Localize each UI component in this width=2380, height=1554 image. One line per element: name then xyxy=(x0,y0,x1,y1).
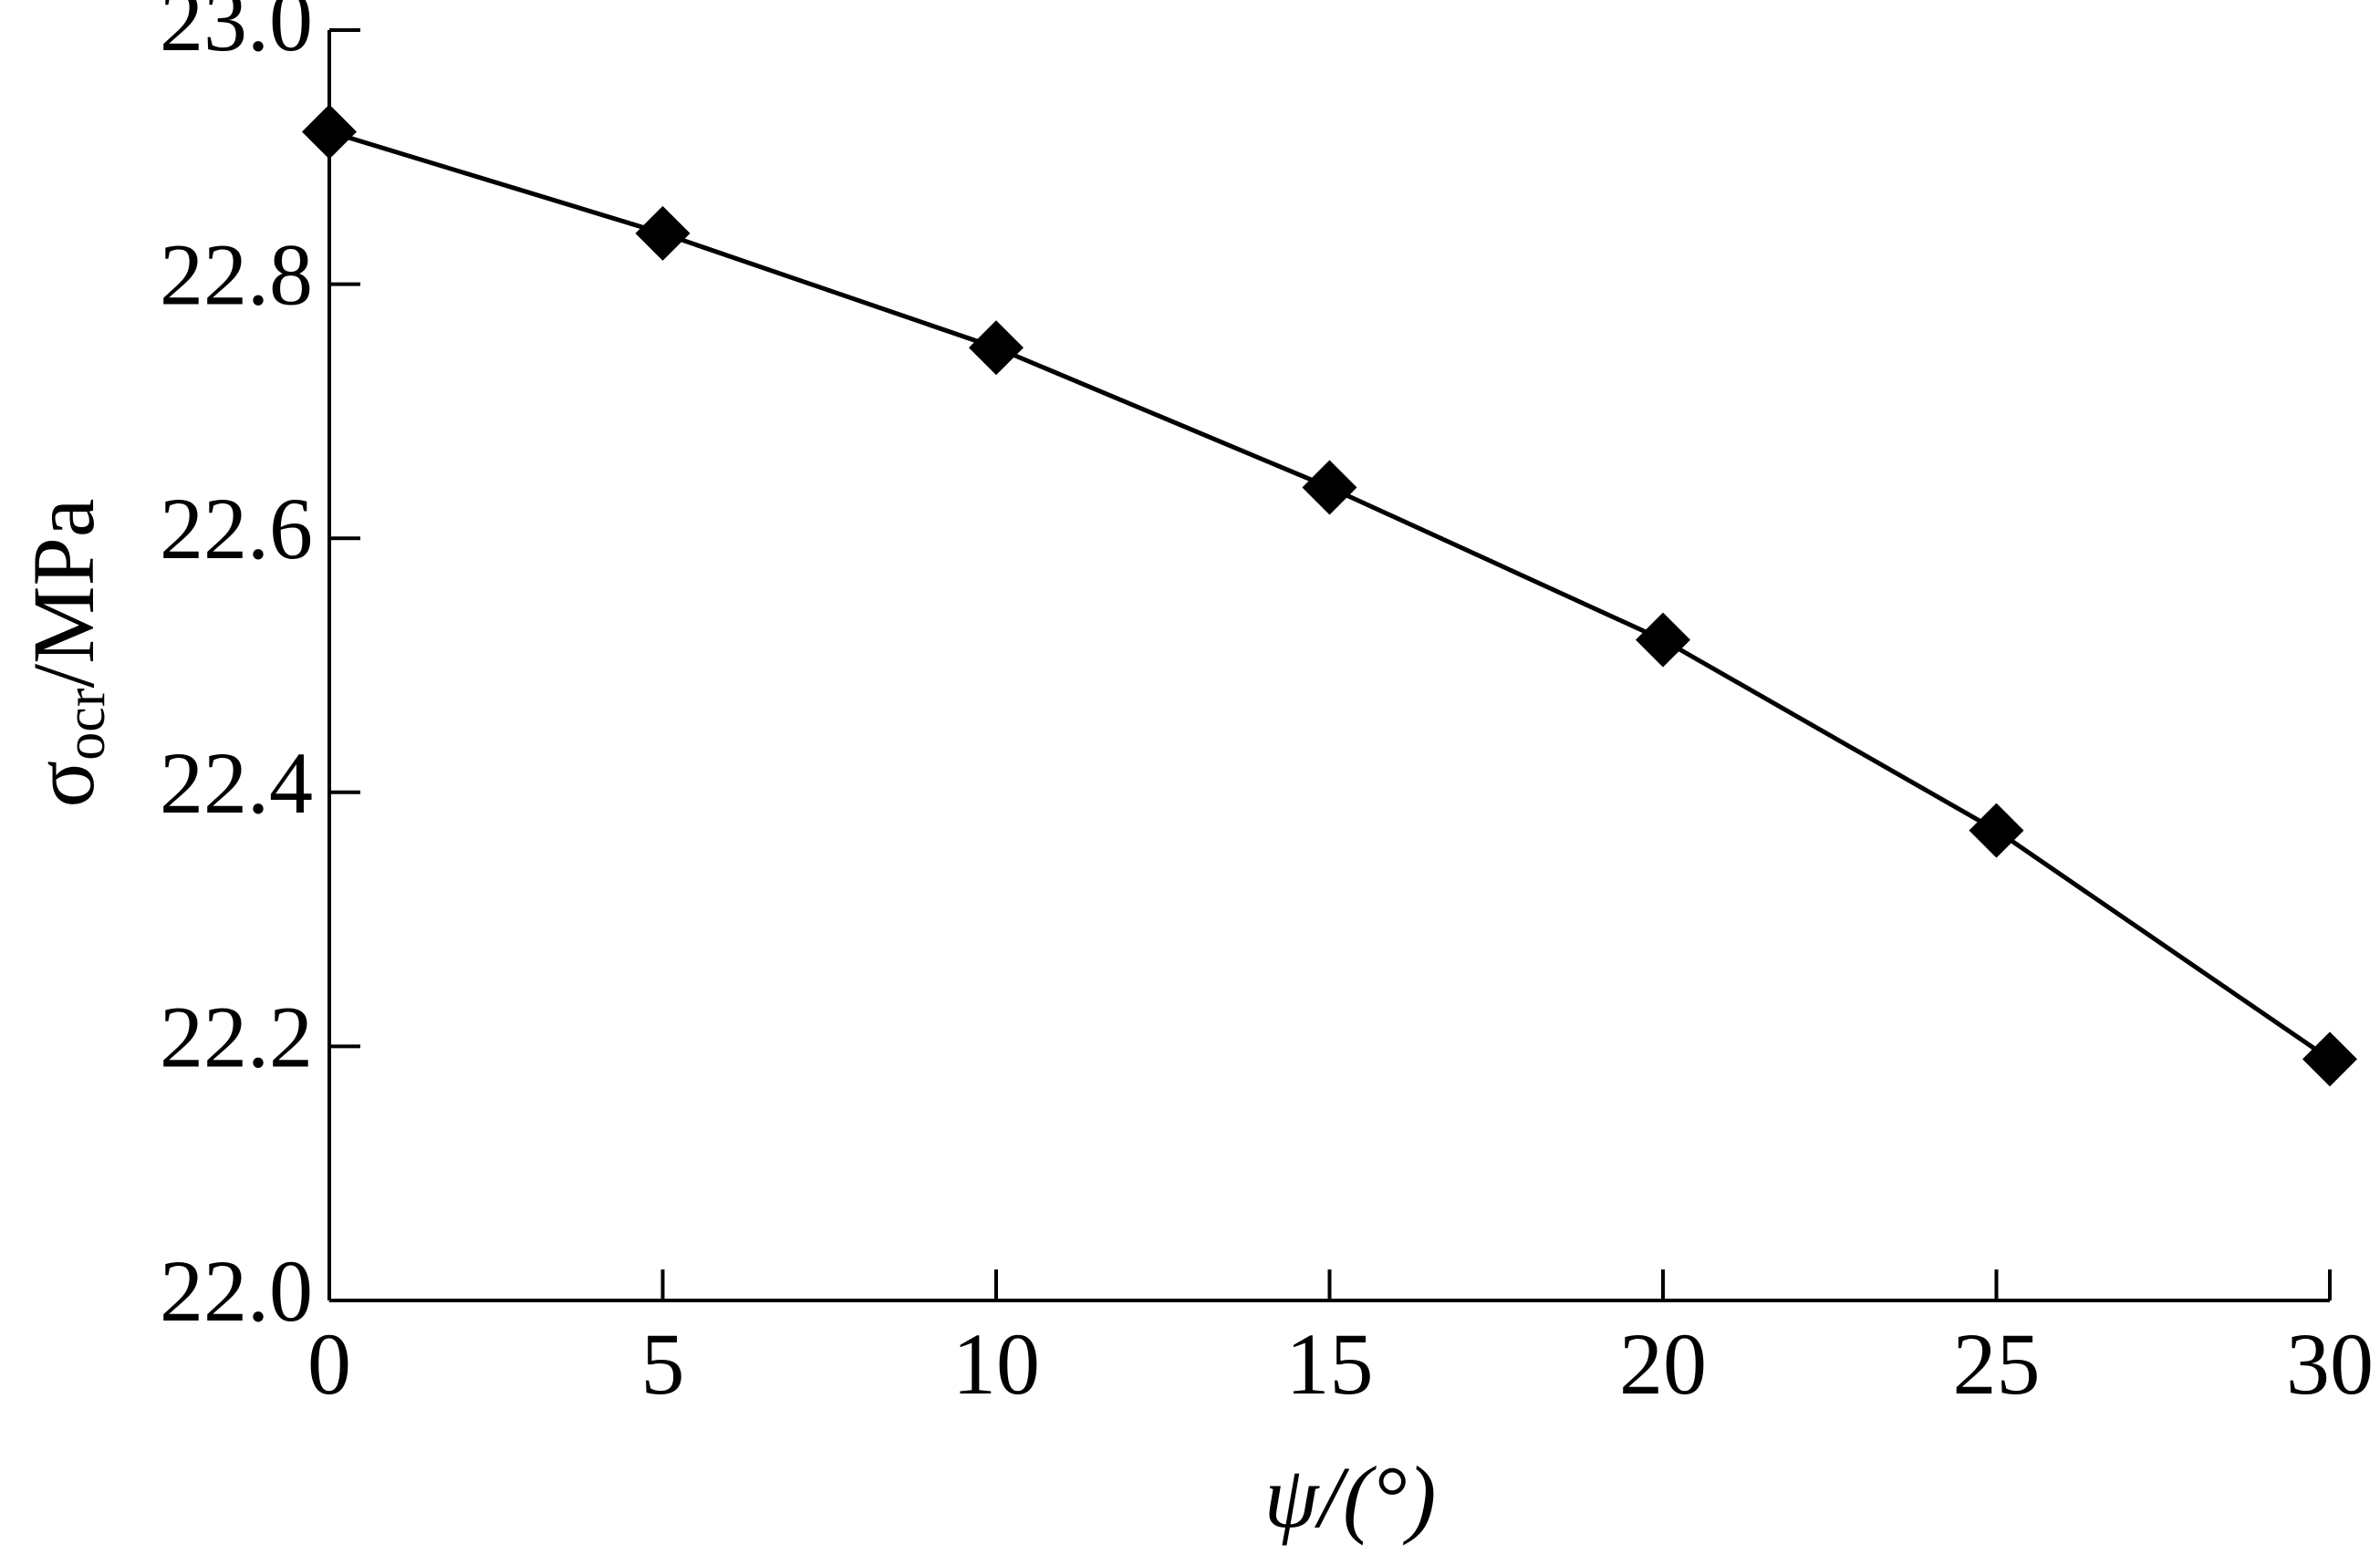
y-tick-label: 22.2 xyxy=(160,988,313,1085)
line xyxy=(328,130,2332,1062)
x-tick-label: 0 xyxy=(307,1315,351,1413)
x-tick-label: 30 xyxy=(2286,1315,2374,1413)
x-tick-label: 15 xyxy=(1286,1315,1374,1413)
y-label-symbol: σ xyxy=(15,761,112,808)
y-axis-label: σocr/MPa xyxy=(15,499,117,808)
y-tick-label: 22.0 xyxy=(160,1242,313,1340)
x-axis-label: ψ/(°) xyxy=(1264,1448,1437,1546)
x-tick-label: 25 xyxy=(1953,1315,2041,1413)
marker xyxy=(1636,612,1690,668)
y-label-unit: /MPa xyxy=(15,499,112,689)
y-tick-label: 22.6 xyxy=(160,480,313,577)
marker xyxy=(969,320,1024,376)
marker xyxy=(302,104,357,160)
marker xyxy=(2302,1031,2357,1087)
x-tick-label: 20 xyxy=(1619,1315,1707,1413)
y-tick-label: 22.4 xyxy=(160,734,313,832)
x-tick-label: 10 xyxy=(952,1315,1040,1413)
marker xyxy=(1969,803,2024,858)
y-label-subscript: ocr xyxy=(55,688,117,761)
y-tick-label: 22.8 xyxy=(160,226,313,324)
x-tick-label: 5 xyxy=(641,1315,685,1413)
marker xyxy=(635,205,691,261)
marker xyxy=(1302,460,1357,515)
y-tick-label: 23.0 xyxy=(160,0,313,69)
